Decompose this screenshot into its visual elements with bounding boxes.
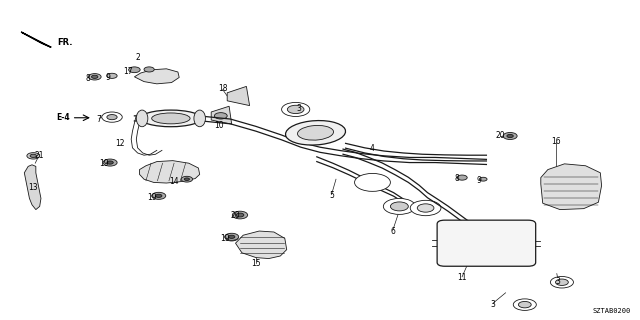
Text: 12: 12 [116,139,125,148]
Circle shape [228,235,235,238]
Text: 21: 21 [35,151,44,160]
Text: 1: 1 [183,116,188,125]
Text: E-4: E-4 [56,113,70,122]
Text: 2: 2 [135,53,140,62]
Text: 19: 19 [147,193,157,202]
Circle shape [92,75,98,78]
Circle shape [507,134,513,138]
Polygon shape [140,161,200,183]
Text: 11: 11 [458,273,467,282]
Circle shape [88,74,101,80]
Circle shape [102,112,122,122]
Text: FR.: FR. [58,38,73,47]
Text: 9: 9 [476,176,481,185]
Circle shape [144,67,154,72]
Text: 19: 19 [220,234,230,243]
Circle shape [518,301,531,308]
Polygon shape [227,86,250,106]
Polygon shape [541,164,602,210]
Circle shape [225,233,239,240]
Ellipse shape [152,113,190,124]
Circle shape [225,235,238,241]
Text: 3: 3 [556,277,561,286]
Ellipse shape [194,110,205,127]
Text: 16: 16 [550,137,561,146]
Text: 3: 3 [296,104,301,113]
Polygon shape [21,32,51,47]
Circle shape [550,276,573,288]
Polygon shape [24,165,41,210]
Circle shape [181,176,193,182]
Circle shape [107,73,117,78]
Circle shape [214,113,227,119]
Ellipse shape [141,110,201,127]
Text: 14: 14 [169,177,179,186]
Text: 20: 20 [230,211,241,220]
Circle shape [184,178,189,180]
Ellipse shape [298,125,333,140]
FancyBboxPatch shape [437,220,536,266]
Polygon shape [236,231,287,259]
Circle shape [479,177,487,181]
Circle shape [410,200,441,216]
Text: 6: 6 [390,227,396,236]
Polygon shape [134,69,179,84]
Text: 3: 3 [490,300,495,309]
Text: 13: 13 [28,183,38,192]
Text: 18: 18 [218,84,227,92]
Ellipse shape [136,110,148,127]
Circle shape [232,211,248,219]
Circle shape [30,154,36,157]
Text: SZTAB0200: SZTAB0200 [592,308,630,314]
Circle shape [503,132,517,140]
Text: 10: 10 [214,121,224,130]
Text: 8: 8 [86,74,91,83]
Circle shape [107,161,113,164]
Circle shape [390,202,408,211]
Circle shape [355,173,390,191]
Circle shape [129,67,140,73]
Ellipse shape [285,121,346,145]
Circle shape [513,299,536,310]
Text: 9: 9 [105,73,110,82]
Circle shape [156,194,162,197]
Circle shape [417,204,434,212]
Circle shape [282,102,310,116]
Text: 8: 8 [454,174,460,183]
Circle shape [152,192,166,199]
Circle shape [383,198,415,214]
Text: 4: 4 [370,144,375,153]
Circle shape [556,279,568,285]
Circle shape [107,115,117,120]
Circle shape [236,213,244,217]
Text: 17: 17 [123,67,133,76]
Text: 20: 20 [495,131,506,140]
Text: 5: 5 [329,191,334,200]
Circle shape [103,159,117,166]
Circle shape [457,175,467,180]
Text: 15: 15 [251,260,261,268]
Text: 7: 7 [97,115,102,124]
Text: 19: 19 [99,159,109,168]
Circle shape [27,153,40,159]
Polygon shape [211,106,232,124]
Circle shape [287,105,304,114]
